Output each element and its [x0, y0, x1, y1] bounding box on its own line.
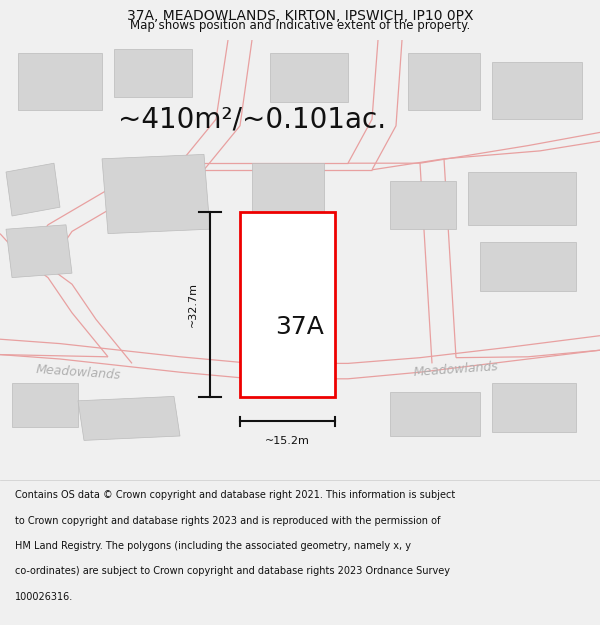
Polygon shape: [18, 53, 102, 111]
Polygon shape: [270, 53, 348, 102]
Polygon shape: [468, 172, 576, 225]
Polygon shape: [408, 53, 480, 111]
Text: ~32.7m: ~32.7m: [188, 282, 198, 328]
Text: Meadowlands: Meadowlands: [413, 359, 499, 379]
Text: Map shows position and indicative extent of the property.: Map shows position and indicative extent…: [130, 19, 470, 32]
Polygon shape: [252, 163, 324, 216]
Text: HM Land Registry. The polygons (including the associated geometry, namely x, y: HM Land Registry. The polygons (includin…: [15, 541, 411, 551]
Polygon shape: [492, 383, 576, 432]
Polygon shape: [480, 242, 576, 291]
Bar: [240, 213, 335, 398]
Polygon shape: [390, 392, 480, 436]
Text: to Crown copyright and database rights 2023 and is reproduced with the permissio: to Crown copyright and database rights 2…: [15, 516, 440, 526]
Text: ~15.2m: ~15.2m: [265, 436, 310, 446]
Text: 37A, MEADOWLANDS, KIRTON, IPSWICH, IP10 0PX: 37A, MEADOWLANDS, KIRTON, IPSWICH, IP10 …: [127, 9, 473, 22]
Text: 37A: 37A: [275, 315, 324, 339]
Polygon shape: [6, 225, 72, 278]
Polygon shape: [78, 396, 180, 441]
Polygon shape: [102, 154, 210, 234]
Polygon shape: [6, 163, 60, 216]
Polygon shape: [12, 383, 78, 428]
Text: 100026316.: 100026316.: [15, 592, 73, 602]
Polygon shape: [390, 181, 456, 229]
Text: co-ordinates) are subject to Crown copyright and database rights 2023 Ordnance S: co-ordinates) are subject to Crown copyr…: [15, 566, 450, 576]
Polygon shape: [114, 49, 192, 98]
Polygon shape: [492, 62, 582, 119]
Text: Meadowlands: Meadowlands: [35, 362, 121, 382]
Text: ~410m²/~0.101ac.: ~410m²/~0.101ac.: [118, 105, 386, 133]
Text: Contains OS data © Crown copyright and database right 2021. This information is : Contains OS data © Crown copyright and d…: [15, 490, 455, 500]
